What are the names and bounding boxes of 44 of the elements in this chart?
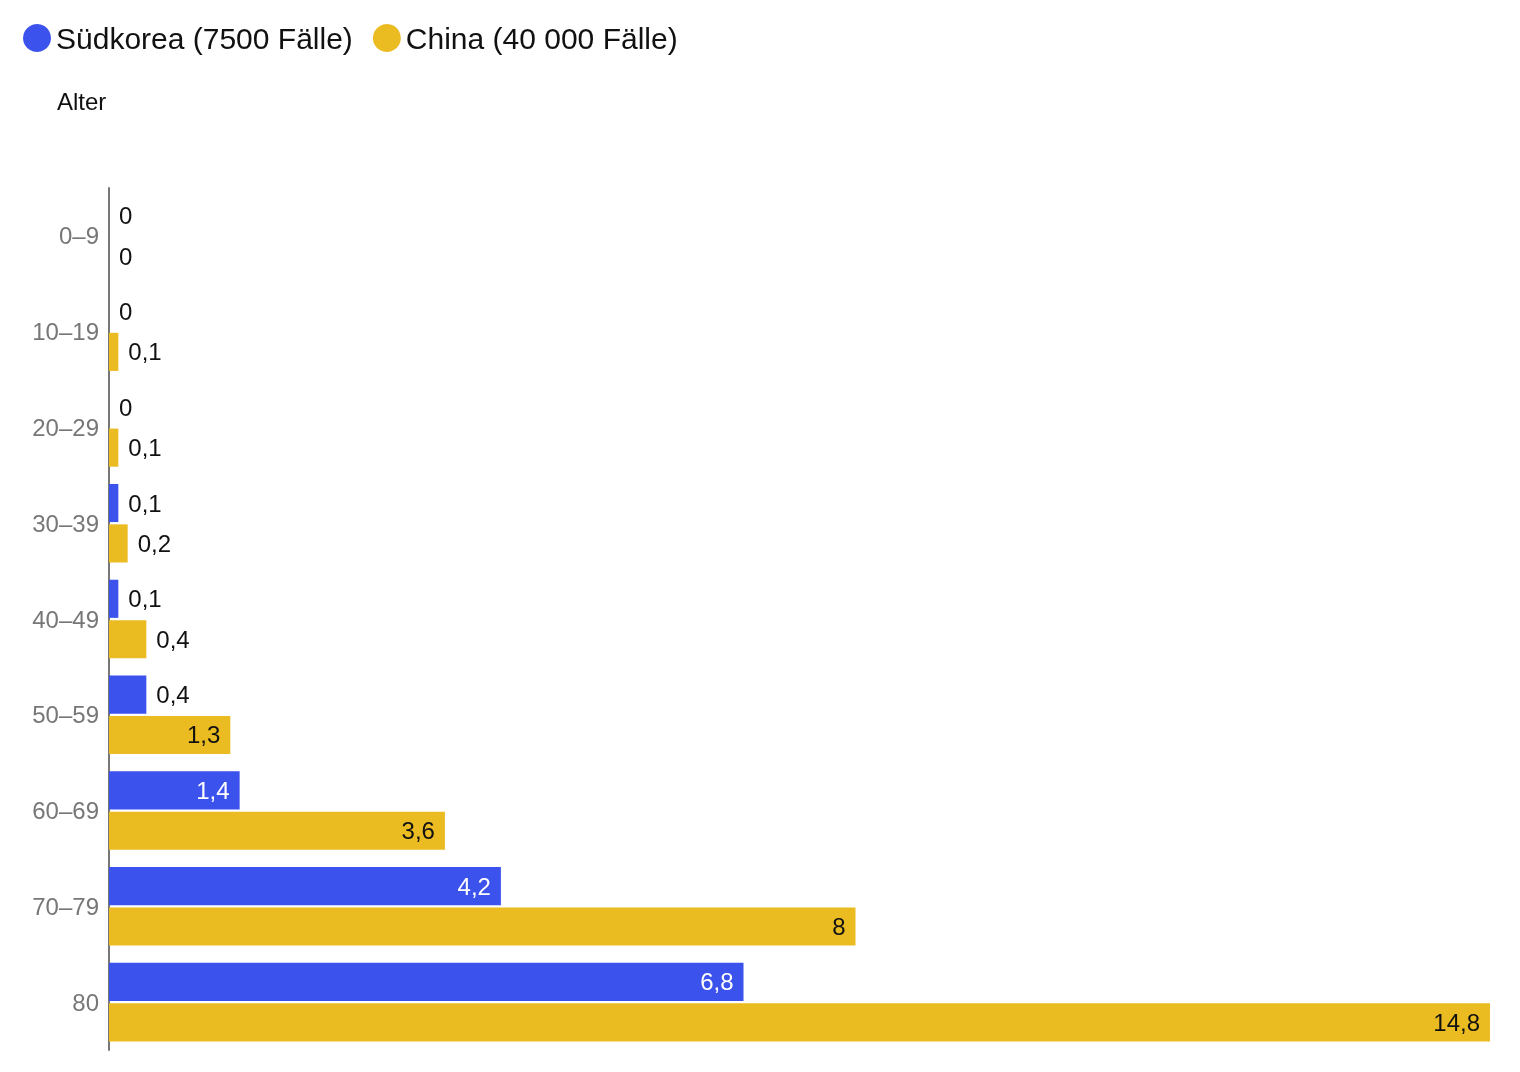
data-label: 0 <box>119 393 133 421</box>
data-label: 0,1 <box>128 338 162 366</box>
y-tick-label: 40–49 <box>32 605 99 633</box>
data-label: 3,6 <box>401 817 435 845</box>
data-label: 14,8 <box>1433 1008 1480 1036</box>
data-label: 0,4 <box>156 681 190 709</box>
legend-label: Südkorea (7500 Fälle) <box>56 21 353 55</box>
y-tick-label: 20–29 <box>32 413 99 441</box>
bar <box>109 771 240 810</box>
bar <box>109 620 147 659</box>
data-label: 0,2 <box>137 529 172 557</box>
bar <box>109 483 119 523</box>
y-tick-label: 50–59 <box>32 701 99 729</box>
data-label: 6,8 <box>700 968 734 996</box>
y-tick-label: 80 <box>72 988 99 1016</box>
y-tick-label: 30–39 <box>32 509 99 537</box>
y-tick-label: 10–19 <box>32 318 99 346</box>
bar <box>109 962 744 1001</box>
data-label: 0,1 <box>128 434 162 462</box>
y-tick-label: 0–9 <box>58 222 99 250</box>
bar <box>109 579 119 618</box>
bar <box>109 811 445 850</box>
bar <box>109 715 231 755</box>
data-label: 8 <box>832 913 846 941</box>
y-tick-label: 60–69 <box>32 797 99 825</box>
data-label: 4,2 <box>457 872 491 900</box>
data-label: 1,4 <box>196 776 230 804</box>
data-label: 0 <box>119 202 133 230</box>
data-label: 1,3 <box>186 721 221 749</box>
data-label: 0,1 <box>128 585 162 613</box>
legend-label: China (40 000 Fälle) <box>405 21 678 55</box>
bar <box>109 332 119 371</box>
bar <box>109 524 128 563</box>
data-label: 0,1 <box>128 489 162 517</box>
bar <box>109 907 856 946</box>
bar <box>109 1003 1490 1042</box>
bar <box>109 867 501 906</box>
y-tick-label: 70–79 <box>32 892 99 920</box>
bar <box>109 675 147 714</box>
y-axis-title: Alter <box>57 87 107 115</box>
data-label: 0 <box>119 297 133 325</box>
bar <box>109 428 119 467</box>
data-label: 0,4 <box>156 625 190 653</box>
data-label: 0 <box>119 242 133 270</box>
